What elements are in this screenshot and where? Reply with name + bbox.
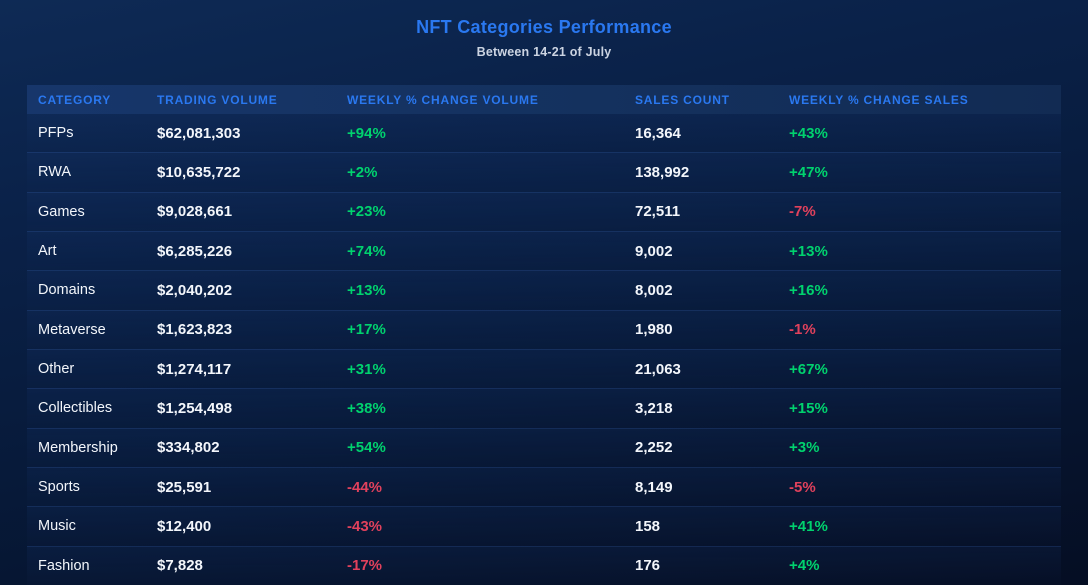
table-row: Music $12,400 -43% 158 +41% — [27, 506, 1061, 546]
cell-weekly_change_volume: -44% — [347, 478, 383, 496]
cell-category: Games — [38, 203, 85, 220]
column-header-trading_volume: TRADING VOLUME — [157, 92, 278, 107]
cell-category: RWA — [38, 164, 72, 181]
cell-weekly_change_sales: +3% — [789, 439, 820, 457]
cell-category: Collectibles — [38, 400, 113, 417]
cell-sales_count: 72,511 — [635, 203, 681, 221]
cell-category: Sports — [38, 479, 80, 496]
cell-weekly_change_volume: +13% — [347, 281, 386, 299]
cell-weekly_change_volume: +2% — [347, 163, 378, 181]
page-subtitle: Between 14-21 of July — [476, 45, 612, 59]
page-title: NFT Categories Performance — [416, 17, 672, 37]
cell-weekly_change_sales: +15% — [789, 399, 828, 417]
cell-sales_count: 176 — [635, 557, 661, 575]
cell-trading_volume: $9,028,661 — [157, 203, 233, 221]
cell-weekly_change_volume: -43% — [347, 517, 383, 535]
cell-trading_volume: $2,040,202 — [157, 281, 233, 299]
cell-weekly_change_sales: +47% — [789, 163, 828, 181]
cell-weekly_change_volume: +31% — [347, 360, 386, 378]
cell-weekly_change_sales: -5% — [789, 478, 816, 496]
cell-weekly_change_volume: +38% — [347, 399, 386, 417]
cell-trading_volume: $10,635,722 — [157, 163, 241, 181]
cell-trading_volume: $1,274,117 — [157, 360, 232, 378]
cell-weekly_change_sales: +4% — [789, 557, 820, 575]
table-row: RWA $10,635,722 +2% 138,992 +47% — [27, 152, 1061, 192]
cell-sales_count: 8,002 — [635, 281, 673, 299]
cell-category: Music — [38, 518, 76, 535]
cell-category: Other — [38, 361, 75, 378]
table-body: PFPs $62,081,303 +94% 16,364 +43% RWA $10,635,… — [27, 114, 1061, 585]
table-row: Collectibles $1,254,498 +38% 3,218 +15% — [27, 388, 1061, 428]
column-header-category: CATEGORY — [38, 92, 112, 107]
table-row: PFPs $62,081,303 +94% 16,364 +43% — [27, 114, 1061, 153]
cell-weekly_change_sales: -1% — [789, 321, 816, 339]
cell-weekly_change_sales: +43% — [789, 124, 828, 142]
cell-weekly_change_sales: +41% — [789, 517, 828, 535]
nft-categories-table: CATEGORY TRADING VOLUME WEEKLY % CHANGE VO… — [27, 85, 1061, 585]
table-row: Other $1,274,117 +31% 21,063 +67% — [27, 348, 1061, 389]
cell-sales_count: 16,364 — [635, 124, 681, 142]
column-header-weekly_change_sales: WEEKLY % CHANGE SALES — [789, 92, 969, 107]
column-header-sales_count: SALES COUNT — [635, 92, 730, 107]
cell-category: Membership — [38, 439, 118, 456]
cell-weekly_change_sales: -7% — [789, 203, 816, 221]
cell-weekly_change_volume: -17% — [347, 557, 383, 575]
cell-category: Fashion — [38, 557, 90, 574]
table-row: Sports $25,591 -44% 8,149 -5% — [27, 466, 1061, 507]
cell-trading_volume: $7,828 — [157, 557, 203, 575]
table-row: Domains $2,040,202 +13% 8,002 +16% — [27, 270, 1061, 310]
column-header-weekly_change_volume: WEEKLY % CHANGE VOLUME — [347, 92, 539, 107]
table-row: Art $6,285,226 +74% 9,002 +13% — [27, 230, 1061, 271]
table-header-row: CATEGORY TRADING VOLUME WEEKLY % CHANGE VO… — [27, 85, 1061, 114]
cell-weekly_change_volume: +74% — [347, 242, 386, 260]
cell-sales_count: 138,992 — [635, 163, 690, 181]
cell-sales_count: 9,002 — [635, 242, 673, 260]
cell-weekly_change_volume: +54% — [347, 439, 386, 457]
cell-weekly_change_sales: +13% — [789, 242, 828, 260]
cell-category: PFPs — [38, 125, 74, 142]
cell-trading_volume: $25,591 — [157, 478, 212, 496]
cell-trading_volume: $6,285,226 — [157, 242, 233, 260]
cell-weekly_change_volume: +94% — [347, 124, 386, 142]
table-row: Fashion $7,828 -17% 176 +4% — [27, 545, 1061, 585]
cell-sales_count: 3,218 — [635, 399, 673, 417]
cell-trading_volume: $1,254,498 — [157, 399, 233, 417]
cell-weekly_change_sales: +67% — [789, 360, 828, 378]
cell-category: Art — [38, 243, 57, 260]
table-row: Games $9,028,661 +23% 72,511 -7% — [27, 191, 1061, 231]
cell-trading_volume: $62,081,303 — [157, 124, 241, 142]
cell-sales_count: 8,149 — [635, 478, 673, 496]
cell-weekly_change_volume: +23% — [347, 203, 386, 221]
cell-sales_count: 1,980 — [635, 321, 673, 339]
cell-trading_volume: $1,623,823 — [157, 321, 233, 339]
cell-sales_count: 2,252 — [635, 439, 673, 457]
cell-trading_volume: $334,802 — [157, 439, 220, 457]
cell-weekly_change_volume: +17% — [347, 321, 386, 339]
cell-trading_volume: $12,400 — [157, 517, 212, 535]
cell-sales_count: 158 — [635, 517, 661, 535]
table-row: Metaverse $1,623,823 +17% 1,980 -1% — [27, 309, 1061, 349]
cell-category: Domains — [38, 282, 96, 299]
cell-sales_count: 21,063 — [635, 360, 681, 378]
cell-weekly_change_sales: +16% — [789, 281, 828, 299]
table-row: Membership $334,802 +54% 2,252 +3% — [27, 427, 1061, 467]
cell-category: Metaverse — [38, 321, 106, 338]
